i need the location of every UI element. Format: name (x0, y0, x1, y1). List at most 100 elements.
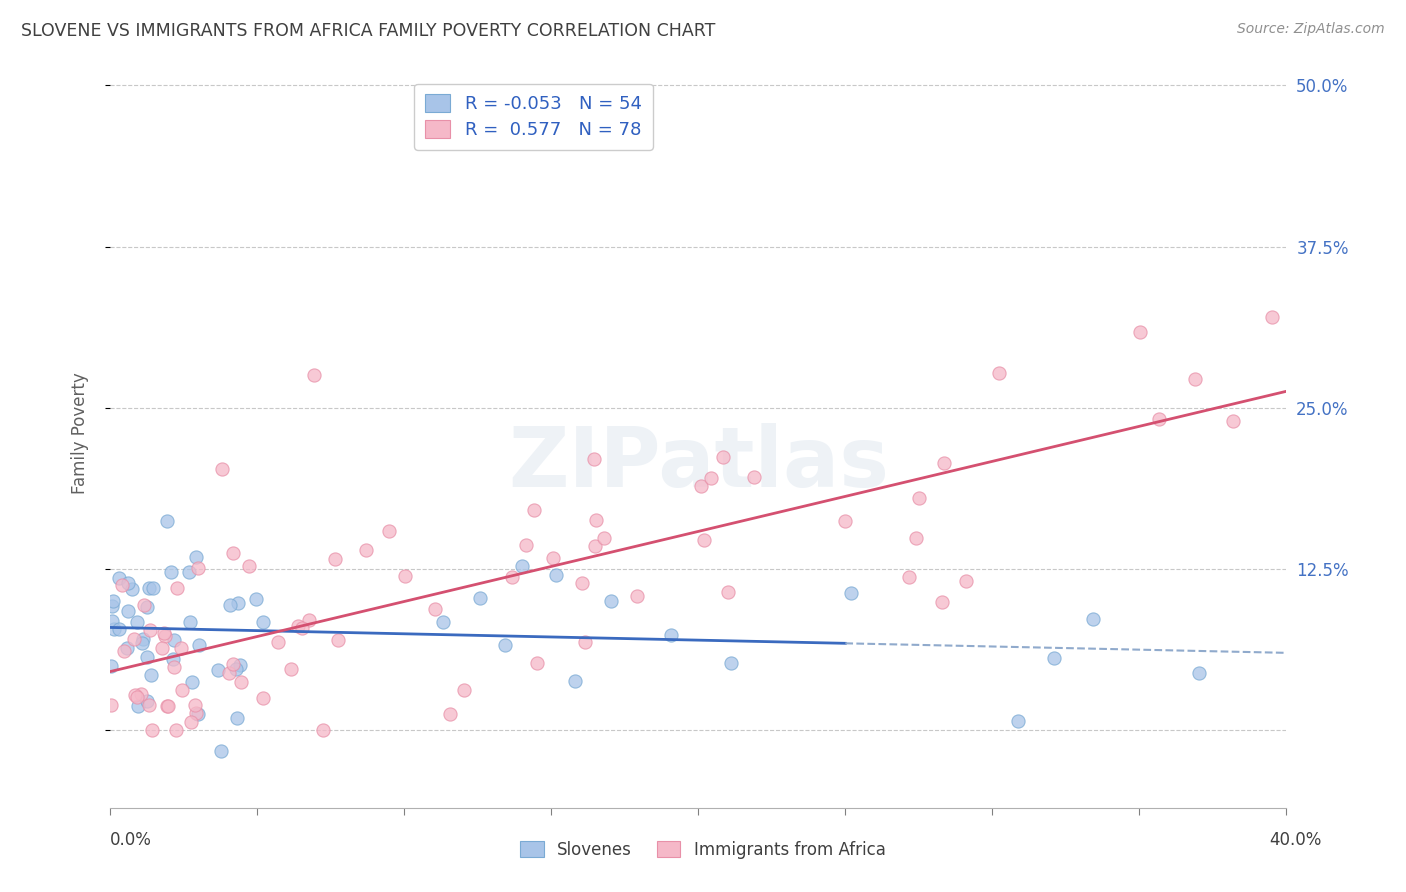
Point (583, 539, 606, 553)
Point (156, 515, 179, 529)
Point (121, 582, 143, 596)
Point (1184, 372, 1206, 386)
Point (163, 632, 186, 647)
Point (987, 367, 1010, 381)
Point (180, 715, 202, 730)
Point (129, 688, 152, 702)
Point (690, 479, 713, 493)
Point (931, 595, 953, 609)
Point (179, 615, 201, 629)
Point (626, 590, 648, 604)
Point (328, 633, 350, 648)
Point (138, 698, 160, 712)
Point (501, 570, 523, 584)
Point (494, 639, 516, 653)
Point (209, 744, 232, 758)
Point (564, 674, 586, 689)
Point (162, 652, 184, 666)
Point (228, 658, 250, 673)
Point (291, 621, 314, 635)
Point (298, 613, 321, 627)
Point (711, 450, 734, 464)
Point (166, 581, 188, 595)
Point (179, 565, 201, 579)
Point (377, 524, 399, 538)
Point (186, 549, 208, 564)
Point (323, 551, 346, 566)
Point (1043, 651, 1066, 665)
Point (1149, 412, 1171, 426)
Point (131, 636, 153, 650)
Point (222, 545, 245, 559)
Point (101, 614, 124, 628)
Point (571, 576, 593, 591)
Point (170, 682, 193, 697)
Point (117, 640, 139, 655)
Point (100, 659, 122, 673)
Point (103, 622, 125, 636)
Point (136, 694, 159, 708)
Point (700, 471, 723, 485)
Point (170, 641, 193, 656)
Point (141, 581, 163, 595)
Point (1129, 326, 1152, 340)
Point (187, 706, 209, 721)
Point (693, 533, 716, 548)
Point (1222, 413, 1244, 427)
Point (432, 615, 454, 629)
Point (908, 491, 931, 505)
Point (156, 698, 179, 713)
Point (834, 515, 856, 529)
Point (165, 723, 187, 738)
Text: Source: ZipAtlas.com: Source: ZipAtlas.com (1237, 22, 1385, 37)
Point (515, 538, 537, 552)
Point (238, 558, 260, 573)
Point (111, 578, 134, 592)
Point (252, 691, 274, 706)
Point (180, 674, 202, 689)
Point (225, 662, 247, 676)
Point (207, 663, 229, 677)
Point (141, 723, 163, 738)
Point (512, 558, 534, 573)
Point (312, 723, 335, 738)
Point (136, 650, 159, 665)
Point (267, 635, 290, 649)
Point (226, 711, 249, 725)
Point (1007, 714, 1029, 728)
Point (544, 568, 567, 582)
Point (117, 575, 139, 590)
Point (219, 598, 242, 612)
Point (526, 656, 548, 670)
Point (1188, 666, 1211, 681)
Point (108, 571, 131, 585)
Point (163, 660, 186, 674)
Point (188, 638, 211, 652)
Point (122, 632, 145, 647)
Y-axis label: Family Poverty: Family Poverty (72, 373, 89, 494)
Point (222, 657, 245, 671)
Point (114, 644, 136, 658)
Point (280, 662, 302, 676)
Point (218, 666, 240, 681)
Point (1261, 310, 1284, 325)
Point (184, 706, 207, 720)
Point (599, 594, 621, 608)
Point (394, 569, 416, 583)
Point (184, 698, 207, 712)
Point (425, 602, 447, 616)
Text: SLOVENE VS IMMIGRANTS FROM AFRICA FAMILY POVERTY CORRELATION CHART: SLOVENE VS IMMIGRANTS FROM AFRICA FAMILY… (21, 22, 716, 40)
Point (228, 596, 250, 610)
Text: ZIPatlas: ZIPatlas (508, 423, 889, 504)
Point (470, 591, 492, 606)
Point (103, 593, 125, 607)
Point (354, 543, 377, 558)
Point (1081, 612, 1104, 626)
Point (839, 586, 862, 600)
Point (211, 462, 233, 476)
Point (453, 683, 475, 698)
Point (160, 565, 183, 579)
Point (132, 598, 155, 612)
Point (574, 635, 596, 649)
Point (138, 581, 160, 595)
